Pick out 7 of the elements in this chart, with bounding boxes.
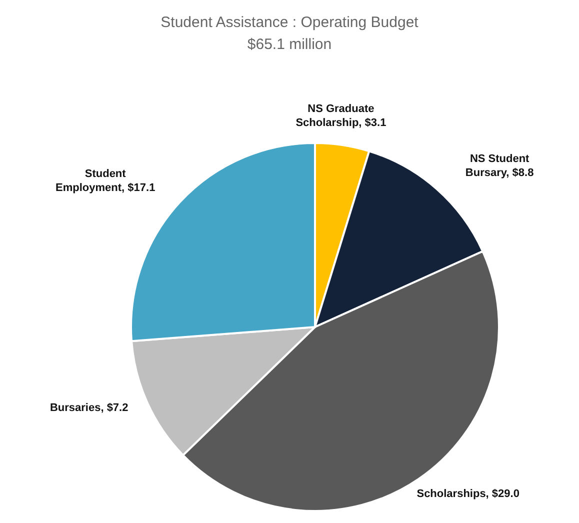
slice-label: NS Graduate Scholarship, $3.1 (294, 102, 388, 130)
slice-label: Student Employment, $17.1 (54, 166, 156, 195)
chart-title: Student Assistance : Operating Budget (160, 13, 420, 33)
slice-label: Bursaries, $7.2 (50, 400, 128, 415)
slice-label: NS Student Bursary, $8.8 (464, 152, 535, 180)
chart-subtitle: $65.1 million (246, 35, 333, 55)
slice-label: Scholarships, $29.0 (416, 486, 520, 501)
